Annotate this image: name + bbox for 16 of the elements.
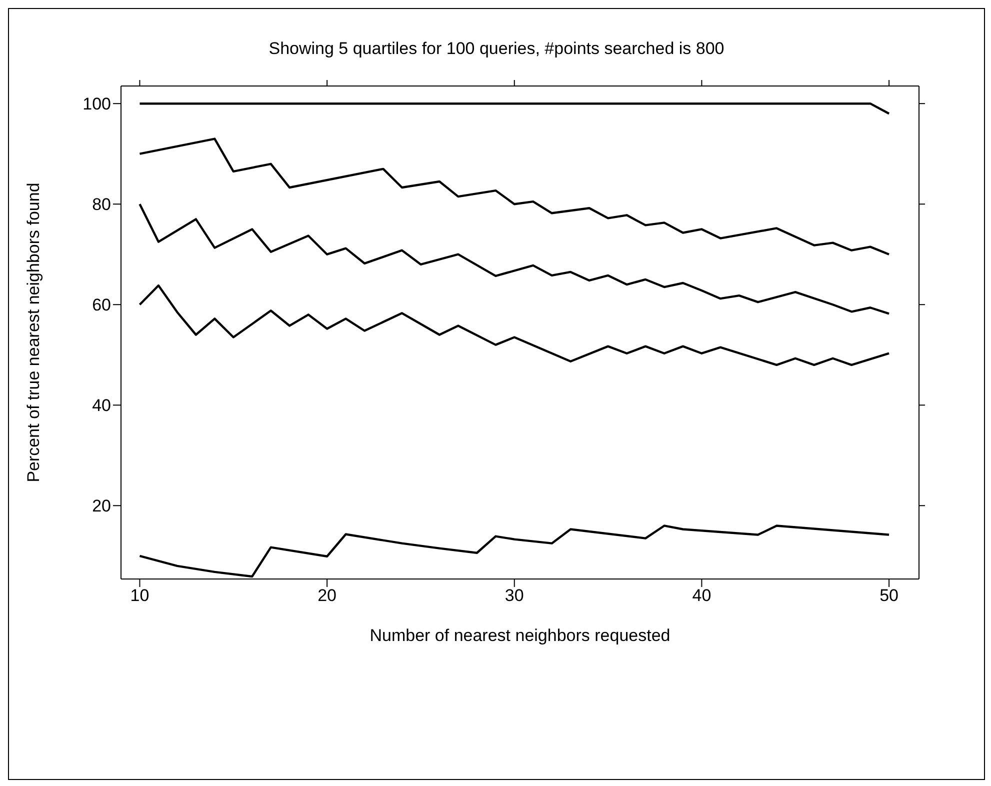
y-tick-label: 60	[92, 296, 111, 315]
x-axis-title: Number of nearest neighbors requested	[370, 626, 670, 646]
y-tick-label: 100	[82, 94, 111, 114]
y-axis-title: Percent of true nearest neighbors found	[24, 182, 44, 482]
x-tick-label: 40	[692, 586, 712, 606]
y-tick-label: 40	[92, 396, 111, 416]
line-series	[138, 138, 890, 256]
x-tick-label: 30	[504, 586, 524, 606]
x-tick-label: 20	[318, 586, 337, 606]
x-tick-label: 50	[880, 586, 898, 606]
line-series	[138, 203, 890, 315]
chart-title: Showing 5 quartiles for 100 queries, #points searched is 800	[268, 39, 726, 59]
x-tick-label: 10	[130, 586, 150, 606]
line-series	[138, 284, 890, 366]
y-tick-label: 80	[92, 195, 111, 214]
y-tick-label: 20	[92, 496, 111, 516]
